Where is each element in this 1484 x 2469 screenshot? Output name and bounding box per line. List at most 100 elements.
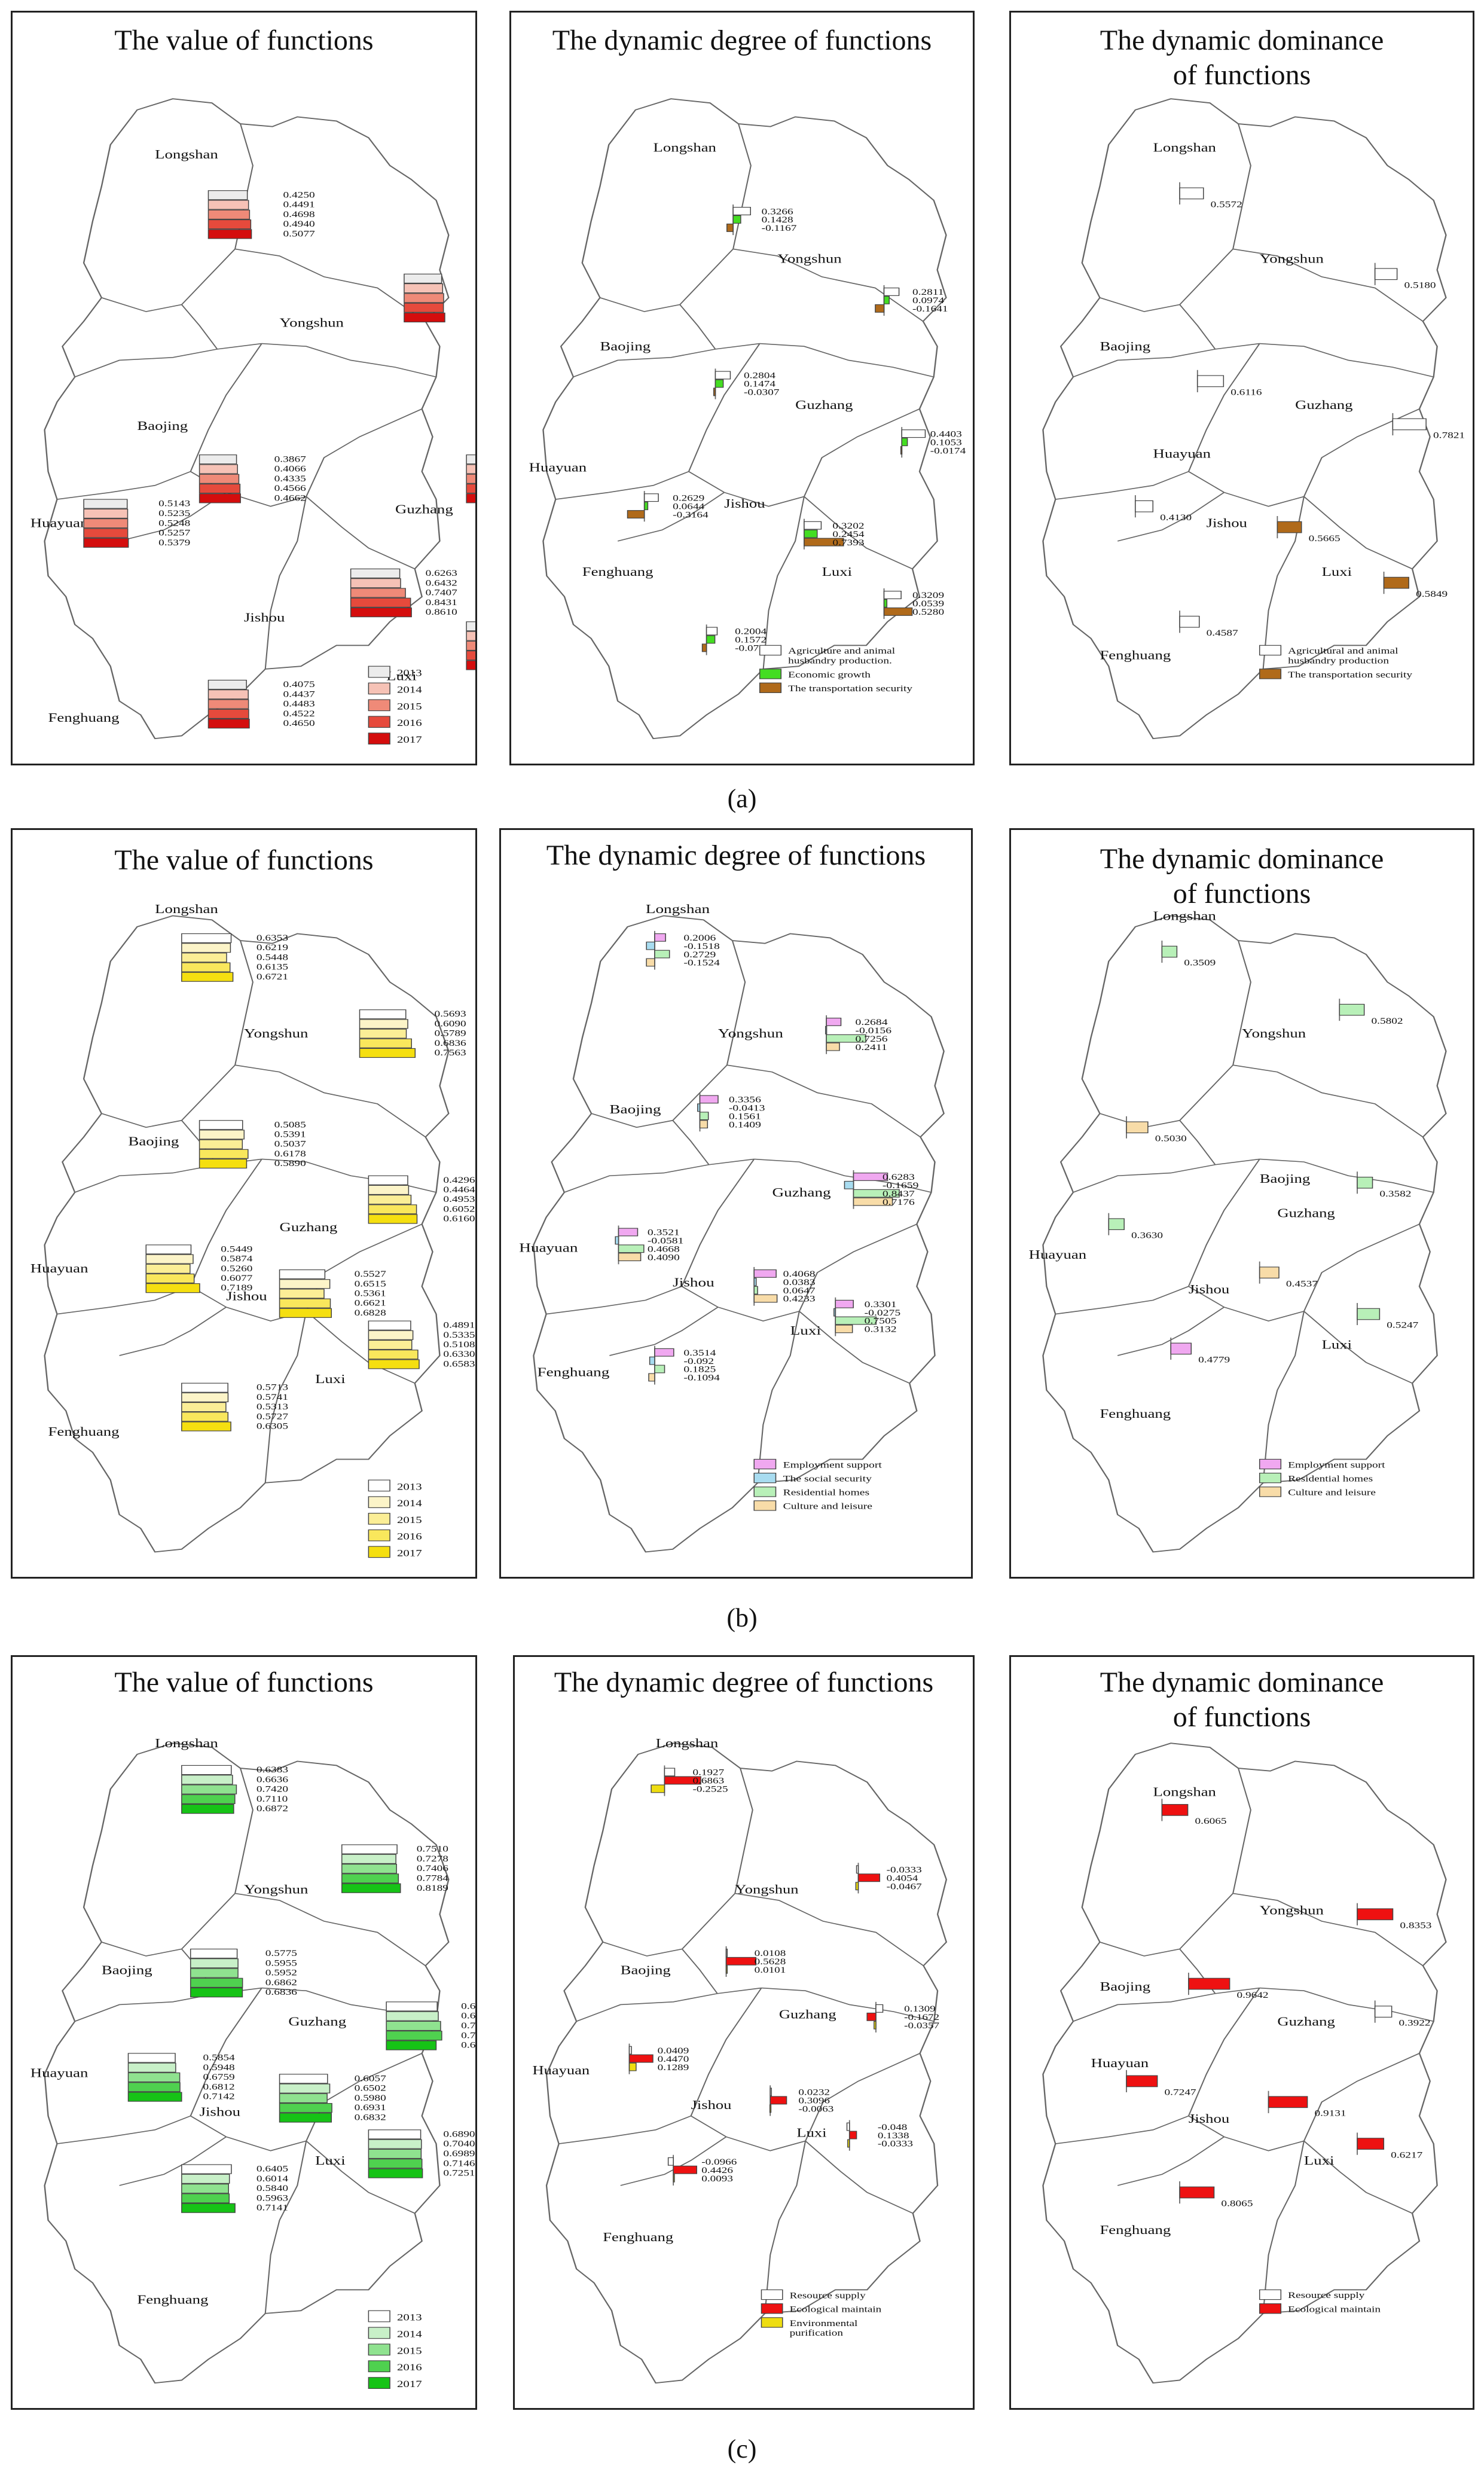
value-label: 0.7563: [435, 1048, 466, 1057]
legend-swatch: [368, 2310, 390, 2322]
legend-swatch-agri: [1259, 645, 1282, 656]
degree-bar-cul: [648, 1373, 655, 1382]
dominance-label: 0.5180: [1404, 280, 1436, 290]
value-bar-2013: [341, 1844, 398, 1854]
county-boundary: [600, 123, 752, 312]
legend-year: 2014: [397, 2328, 422, 2339]
legend-swatch: [368, 1529, 390, 1542]
legend-swatch-res: [1259, 1472, 1282, 1484]
legend-year: 2013: [397, 668, 422, 679]
degree-bar-env: [651, 1784, 665, 1793]
dominance-label: 0.5802: [1372, 1016, 1403, 1026]
degree-bar-soc: [844, 1180, 854, 1189]
value-label: 0.5361: [355, 1288, 386, 1298]
degree-bar-trans: [883, 607, 913, 616]
value-bar-2017: [199, 493, 241, 503]
dominance-label: 0.5247: [1387, 1320, 1418, 1330]
degree-label: -0.1659: [883, 1180, 919, 1190]
county-label: Fenghuang: [48, 712, 120, 725]
degree-bar-emp: [853, 1173, 888, 1181]
value-bar-2016: [83, 528, 129, 538]
value-label: 0.7110: [257, 1794, 288, 1804]
legend-swatch-cul: [753, 1500, 777, 1511]
value-bar-2015: [279, 2093, 328, 2104]
value-bar-2013: [466, 454, 475, 465]
dominance-bar-eco: [1161, 1803, 1189, 1816]
value-label: 0.5527: [355, 1269, 387, 1278]
degree-bar-rs: [628, 2046, 632, 2055]
value-bar-2015: [190, 1968, 239, 1978]
county-guzhang: Guzhang 0.7821: [1295, 398, 1465, 440]
panel-b2: The dynamic degree of functions Longshan…: [499, 828, 973, 1579]
dominance-label: 0.3630: [1131, 1230, 1163, 1240]
legend-label: Ecological maintain: [1288, 2304, 1381, 2314]
value-label: 0.6836: [265, 1987, 298, 1997]
county-boundary: [57, 2115, 191, 2144]
dominance-label: 0.5572: [1211, 200, 1242, 210]
value-bar-2017: [368, 1214, 418, 1224]
panel-a1: The value of functions Longshan 0.4250 0.4…: [11, 11, 477, 765]
county-boundary: [1259, 1987, 1434, 2022]
degree-bar-agri: [804, 521, 822, 530]
value-label: 0.4940: [283, 219, 315, 229]
county-boundary: [1259, 343, 1434, 378]
degree-label: 0.4054: [887, 1873, 918, 1883]
degree-bar-trans: [701, 643, 707, 652]
dominance-label: 0.7247: [1165, 2087, 1196, 2098]
county-boundary: [726, 1064, 921, 1138]
county-label: Huayuan: [519, 1241, 578, 1255]
value-label: 0.6424: [461, 2040, 475, 2050]
value-label: 0.5948: [203, 2062, 236, 2073]
value-label: 0.5085: [274, 1119, 306, 1129]
value-label: 0.5260: [221, 1264, 252, 1273]
degree-label: -0.1641: [912, 304, 948, 314]
value-bar-2013: [279, 2074, 328, 2084]
value-label: 0.7510: [417, 1844, 449, 1854]
degree-bar-cul: [753, 1294, 778, 1303]
county-boundary: [690, 2115, 806, 2151]
county-map: [1042, 1742, 1447, 2384]
degree-bar-econ: [714, 379, 724, 388]
degree-bar-soc: [615, 1236, 619, 1245]
degree-label: -0.048: [878, 2122, 907, 2132]
county-label: Jishou: [691, 2098, 732, 2112]
value-bar-2017: [466, 660, 475, 670]
value-label: 0.6872: [257, 1803, 288, 1814]
degree-bar-econ: [883, 599, 888, 608]
county-boundary: [57, 471, 191, 500]
dominance-bar-res: [1339, 1003, 1365, 1016]
county-boundary: [1303, 496, 1413, 570]
county-label: Fenghuang: [603, 2230, 673, 2244]
value-label: 0.6090: [435, 1018, 466, 1028]
value-bar-2016: [190, 1977, 243, 1988]
degree-bar-rs: [770, 2087, 772, 2096]
value-label: 0.5235: [158, 508, 190, 518]
panel-title: The value of functions: [114, 1667, 374, 1698]
degree-bar-eco: [849, 2131, 857, 2140]
legend-year: 2013: [397, 1481, 422, 1492]
value-bar-2015: [145, 1264, 191, 1274]
county-guzhang: Guzhang 0.3582: [1277, 1171, 1411, 1220]
value-label: 0.5952: [265, 1968, 297, 1978]
degree-bar-env: [874, 2021, 877, 2029]
degree-bar-soc: [833, 1308, 836, 1317]
degree-label: 0.4426: [701, 2165, 733, 2175]
value-bar-2014: [181, 1392, 229, 1402]
value-bar-2017: [207, 718, 250, 729]
value-label: 0.6219: [257, 942, 288, 952]
value-label: 0.6832: [355, 2112, 386, 2122]
legend-swatch: [368, 1513, 390, 1525]
county-boundary: [1073, 1987, 1260, 2022]
map-outline: [44, 915, 450, 1553]
county-label: Fenghuang: [582, 566, 654, 579]
degree-bar-env: [847, 2139, 850, 2148]
legend-swatch: [368, 1496, 390, 1508]
